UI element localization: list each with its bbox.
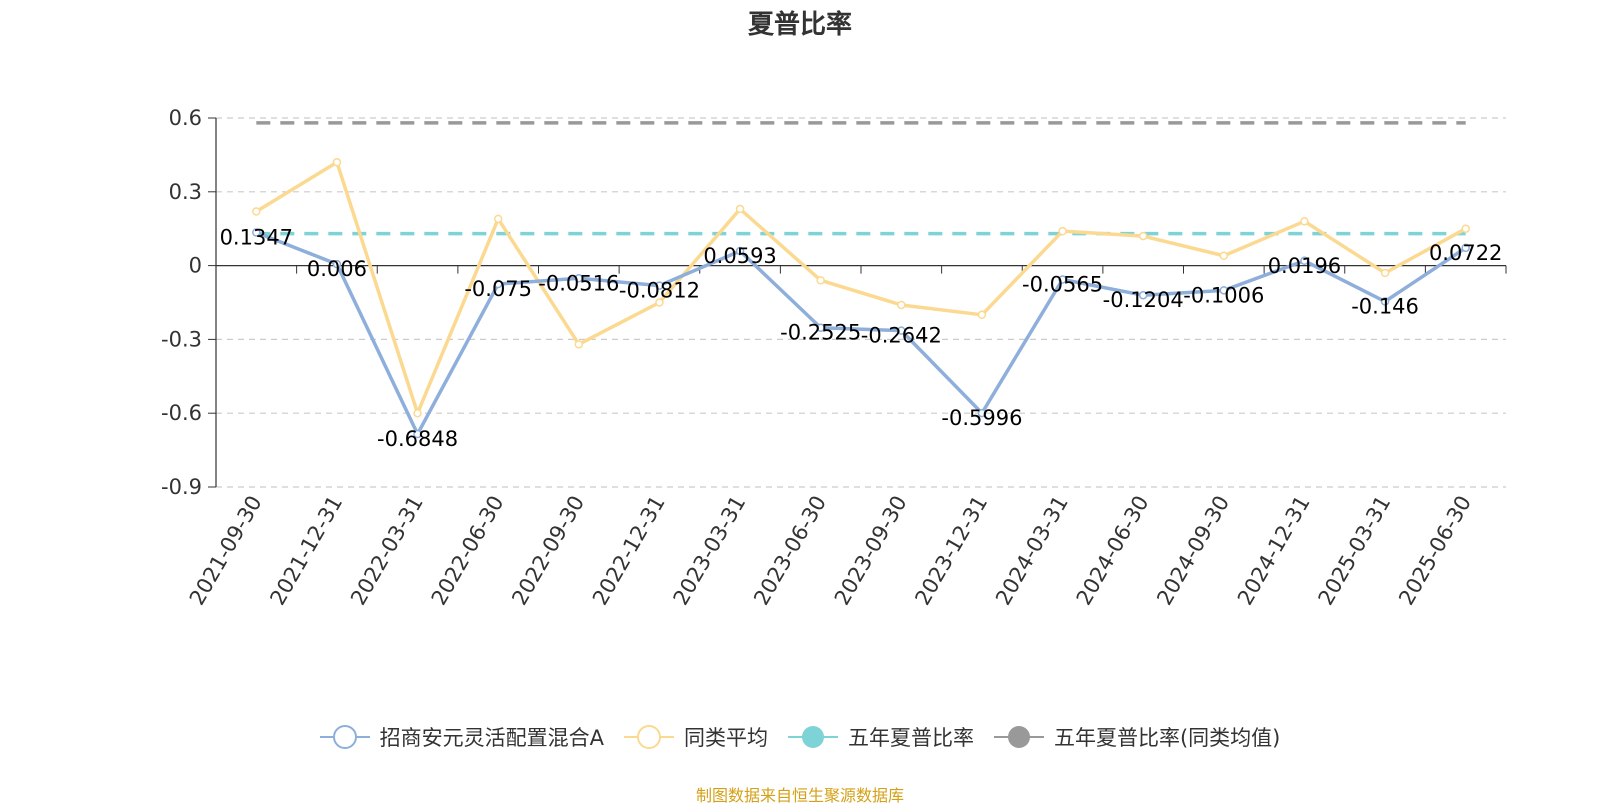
- data-label: -0.6848: [377, 427, 458, 451]
- legend-item-peer-average[interactable]: 同类平均: [623, 722, 768, 752]
- x-tick-label: 2022-09-30: [507, 492, 589, 610]
- x-tick-label: 2024-12-31: [1233, 492, 1315, 610]
- data-label: -0.5996: [941, 406, 1022, 430]
- data-label: 0.1347: [220, 225, 293, 249]
- legend-label: 五年夏普比率: [847, 726, 974, 750]
- data-label: -0.2525: [780, 321, 861, 345]
- reference-lines: [256, 121, 1466, 236]
- y-tick-label: -0.9: [161, 475, 202, 499]
- peer-average-data-point: [977, 310, 987, 320]
- peer-average-data-point: [1219, 251, 1229, 261]
- data-label: -0.0516: [538, 271, 619, 295]
- legend: 招商安元灵活配置混合A 同类平均 五年夏普比率 五年夏普比率(同类均值): [0, 722, 1600, 752]
- data-label: -0.075: [464, 277, 532, 301]
- fund-data-point: [655, 281, 664, 290]
- fund-data-point: [1300, 256, 1309, 266]
- fund-data-point: [1219, 286, 1229, 295]
- peer-average-data-point: [252, 207, 261, 216]
- legend-label: 同类平均: [683, 726, 768, 750]
- x-tick-label: 2022-03-31: [346, 492, 428, 610]
- data-label: 0.0722: [1429, 241, 1502, 265]
- y-tick-label: 0: [189, 254, 202, 278]
- data-label: -0.1204: [1103, 288, 1184, 312]
- x-tick-label: 2023-09-30: [830, 492, 912, 610]
- fund-data-point: [332, 259, 342, 269]
- fund-data-point: [1380, 297, 1390, 306]
- x-tick-label: 2025-03-31: [1314, 492, 1396, 610]
- y-axis: 0.6 0.3 0 -0.3 -0.6 -0.9: [161, 106, 217, 499]
- x-tick-label: 2024-03-31: [991, 492, 1073, 610]
- data-source-note: 制图数据来自恒生聚源数据库: [695, 786, 904, 805]
- fund-data-point: [735, 246, 745, 256]
- peer-average-data-point: [413, 408, 422, 418]
- x-tick-label: 2025-06-30: [1394, 492, 1476, 610]
- chart-title: 夏普比率: [747, 10, 852, 40]
- x-tick-label: 2021-09-30: [185, 492, 267, 610]
- y-tick-label: -0.6: [161, 401, 202, 425]
- peer-average-data-point: [1058, 226, 1067, 236]
- grid-lines: [216, 117, 1506, 488]
- x-tick-label: 2022-12-31: [588, 492, 670, 610]
- peer-average-data-point: [574, 340, 584, 349]
- legend-item-fund[interactable]: 招商安元灵活配置混合A: [319, 722, 604, 752]
- fund-data-point: [977, 408, 987, 418]
- peer-average-data-point: [1138, 231, 1148, 241]
- peer-average-data-point: [1300, 217, 1309, 226]
- sharpe-ratio-chart: 0.6 0.3 0 -0.3 -0.6 -0.9 2021-09-302021-12-31…: [161, 106, 1507, 610]
- fund-data-point: [252, 228, 261, 237]
- peer-average-data-point: [816, 276, 825, 285]
- y-tick-label: -0.3: [161, 327, 202, 351]
- peer-average-data-point: [493, 214, 503, 224]
- peer-average-data-point: [897, 300, 906, 310]
- legend-item-five-year-peer[interactable]: 五年夏普比率(同类均值): [993, 722, 1281, 752]
- peer-average-data-point: [1380, 268, 1390, 278]
- data-label: -0.146: [1351, 295, 1419, 319]
- fund-data-point: [574, 274, 584, 283]
- legend-filled-circle-icon: [787, 726, 838, 748]
- fund-data-point: [897, 326, 906, 335]
- x-tick-label: 2021-12-31: [265, 492, 347, 610]
- x-tick-label: 2023-12-31: [910, 492, 992, 610]
- data-label: -0.1006: [1183, 283, 1264, 307]
- legend-filled-circle-icon: [993, 726, 1044, 748]
- fund-data-point: [413, 429, 422, 439]
- peer-average-data-point: [1461, 224, 1470, 233]
- legend-label: 招商安元灵活配置混合A: [379, 726, 604, 750]
- fund-data-point: [816, 323, 825, 332]
- x-tick-label: 2023-03-31: [669, 492, 751, 610]
- fund-data-point: [1461, 243, 1470, 253]
- legend-line-circle-icon: [623, 725, 674, 749]
- data-label: 0.0196: [1268, 254, 1341, 278]
- peer-average-data-point: [735, 204, 745, 214]
- legend-line-circle-icon: [319, 725, 370, 749]
- series-lines: [252, 158, 1470, 439]
- fund-data-point: [1058, 275, 1067, 284]
- fund-series-line: [255, 230, 1467, 436]
- data-label: -0.0812: [619, 279, 700, 303]
- peer-average-data-point: [655, 298, 664, 307]
- data-label: 0.0593: [703, 244, 776, 268]
- legend-label: 五年夏普比率(同类均值): [1053, 726, 1281, 750]
- data-label: 0.006: [307, 257, 367, 281]
- x-tick-label: 2024-09-30: [1152, 492, 1234, 610]
- y-tick-label: 0.3: [169, 180, 202, 204]
- data-label: -0.2642: [861, 324, 942, 348]
- fund-data-point: [1138, 290, 1148, 300]
- x-tick-label: 2022-06-30: [427, 492, 509, 610]
- legend-item-five-year[interactable]: 五年夏普比率: [787, 722, 974, 752]
- x-tick-label: 2023-06-30: [749, 492, 831, 610]
- x-tick-label: 2024-06-30: [1072, 492, 1154, 610]
- peer-average-data-point: [332, 158, 342, 167]
- fund-data-point: [493, 279, 503, 289]
- peer-average-series-line: [255, 160, 1467, 415]
- y-tick-label: 0.6: [169, 106, 202, 130]
- data-label: -0.0565: [1022, 272, 1103, 296]
